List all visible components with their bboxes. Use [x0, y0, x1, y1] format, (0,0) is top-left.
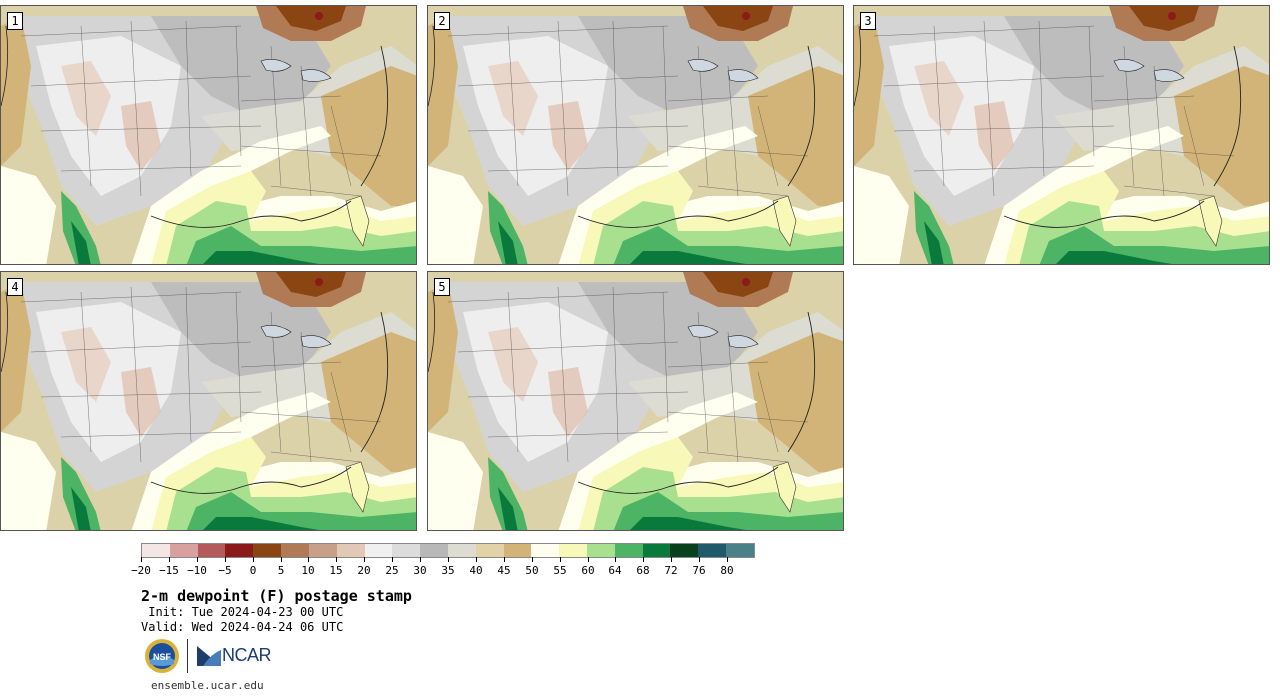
- panel-number-label: 5: [434, 278, 450, 296]
- colorbar-tick-labels: −20 −15 −10 −5 0 5 10 15 20 25 30 35 40 45 50 55 60 64 68 7…: [131, 564, 771, 578]
- colorbar-tick: [560, 557, 561, 562]
- colorbar-tick-label: 40: [469, 564, 483, 577]
- colorbar-tick-label: −15: [159, 564, 179, 577]
- colorbar-tick-label: 50: [525, 564, 539, 577]
- colorbar-tick: [336, 557, 337, 562]
- colorbar-swatch: [587, 544, 615, 557]
- colorbar-tick-label: 35: [441, 564, 455, 577]
- colorbar-swatch: [614, 544, 643, 557]
- colorbar-tick-label: −20: [131, 564, 151, 577]
- colorbar-tick: [392, 557, 393, 562]
- colorbar-swatch: [336, 544, 365, 557]
- init-time: Init: Tue 2024-04-23 00 UTC: [141, 605, 344, 619]
- colorbar-tick: [225, 557, 226, 562]
- ncar-logo: NCAR: [197, 644, 277, 668]
- colorbar-tick-label: 60: [581, 564, 595, 577]
- colorbar-swatch: [392, 544, 421, 557]
- member-panel-4: 4: [0, 271, 417, 531]
- member-panel-1: 1: [0, 5, 417, 265]
- colorbar-swatch: [559, 544, 587, 557]
- colorbar-tick-label: 76: [692, 564, 706, 577]
- colorbar-tick: [364, 557, 365, 562]
- colorbar-tick-label: 68: [636, 564, 650, 577]
- member-panel-2: 2: [427, 5, 844, 265]
- colorbar-tick-label: 55: [553, 564, 567, 577]
- colorbar-tick: [253, 557, 254, 562]
- colorbar-swatch: [308, 544, 337, 557]
- colorbar-tick-label: −5: [218, 564, 232, 577]
- colorbar-swatch: [447, 544, 476, 557]
- colorbar-tick: [197, 557, 198, 562]
- colorbar-swatch: [253, 544, 282, 557]
- colorbar-swatch: [169, 544, 198, 557]
- colorbar-tick: [588, 557, 589, 562]
- colorbar-tick-label: 0: [249, 564, 257, 577]
- colorbar-swatch: [281, 544, 309, 557]
- logo-divider: [187, 639, 188, 673]
- panel-number-label: 4: [7, 278, 23, 296]
- colorbar-tick-label: 20: [357, 564, 371, 577]
- colorbar-tick: [476, 557, 477, 562]
- colorbar-tick: [727, 557, 728, 562]
- colorbar-tick-label: 80: [720, 564, 734, 577]
- colorbar-ticks: [141, 557, 755, 563]
- dewpoint-map: [854, 6, 1269, 264]
- colorbar-tick-label: 25: [385, 564, 399, 577]
- member-panel-3: 3: [853, 5, 1270, 265]
- colorbar-tick-label: 30: [413, 564, 427, 577]
- colorbar-tick: [448, 557, 449, 562]
- colorbar-tick-label: 64: [608, 564, 622, 577]
- colorbar-swatch: [503, 544, 532, 557]
- colorbar-tick: [643, 557, 644, 562]
- colorbar-tick-label: −10: [187, 564, 207, 577]
- colorbar-swatch: [698, 544, 727, 557]
- colorbar-tick: [671, 557, 672, 562]
- colorbar-swatch: [475, 544, 504, 557]
- ncar-logo-text: NCAR: [222, 645, 272, 665]
- member-panel-5: 5: [427, 271, 844, 531]
- colorbar-tick-label: 72: [664, 564, 678, 577]
- colorbar-tick: [699, 557, 700, 562]
- colorbar-tick-label: 5: [277, 564, 285, 577]
- colorbar-tick: [532, 557, 533, 562]
- valid-time: Valid: Wed 2024-04-24 06 UTC: [141, 620, 344, 634]
- logos: NSF NCAR: [144, 638, 284, 676]
- colorbar-swatch: [726, 544, 754, 557]
- panel-number-label: 1: [7, 12, 23, 30]
- colorbar-swatch: [142, 544, 170, 557]
- colorbar-tick: [308, 557, 309, 562]
- dewpoint-map: [1, 272, 416, 530]
- colorbar-tick-label: 45: [497, 564, 511, 577]
- dewpoint-map: [1, 6, 416, 264]
- product-title: 2-m dewpoint (F) postage stamp: [141, 587, 412, 605]
- colorbar-swatch: [364, 544, 393, 557]
- panel-number-label: 2: [434, 12, 450, 30]
- colorbar-swatch: [531, 544, 560, 557]
- colorbar-tick: [615, 557, 616, 562]
- colorbar-tick-label: 10: [301, 564, 315, 577]
- colorbar-swatch: [420, 544, 448, 557]
- dewpoint-map: [428, 6, 843, 264]
- colorbar-tick: [420, 557, 421, 562]
- dewpoint-colorbar: [141, 543, 755, 558]
- nsf-logo-text: NSF: [153, 652, 172, 662]
- panel-number-label: 3: [860, 12, 876, 30]
- colorbar-tick: [169, 557, 170, 562]
- colorbar-tick: [141, 557, 142, 562]
- dewpoint-map: [428, 272, 843, 530]
- ncar-mark-icon: [197, 646, 221, 666]
- colorbar-tick-label: 15: [329, 564, 343, 577]
- site-url: ensemble.ucar.edu: [151, 679, 264, 692]
- nsf-logo: NSF: [145, 639, 179, 673]
- colorbar-swatch: [225, 544, 254, 557]
- colorbar-swatch: [197, 544, 226, 557]
- colorbar-swatch: [642, 544, 671, 557]
- colorbar-tick: [281, 557, 282, 562]
- colorbar-swatch: [670, 544, 699, 557]
- colorbar-tick: [504, 557, 505, 562]
